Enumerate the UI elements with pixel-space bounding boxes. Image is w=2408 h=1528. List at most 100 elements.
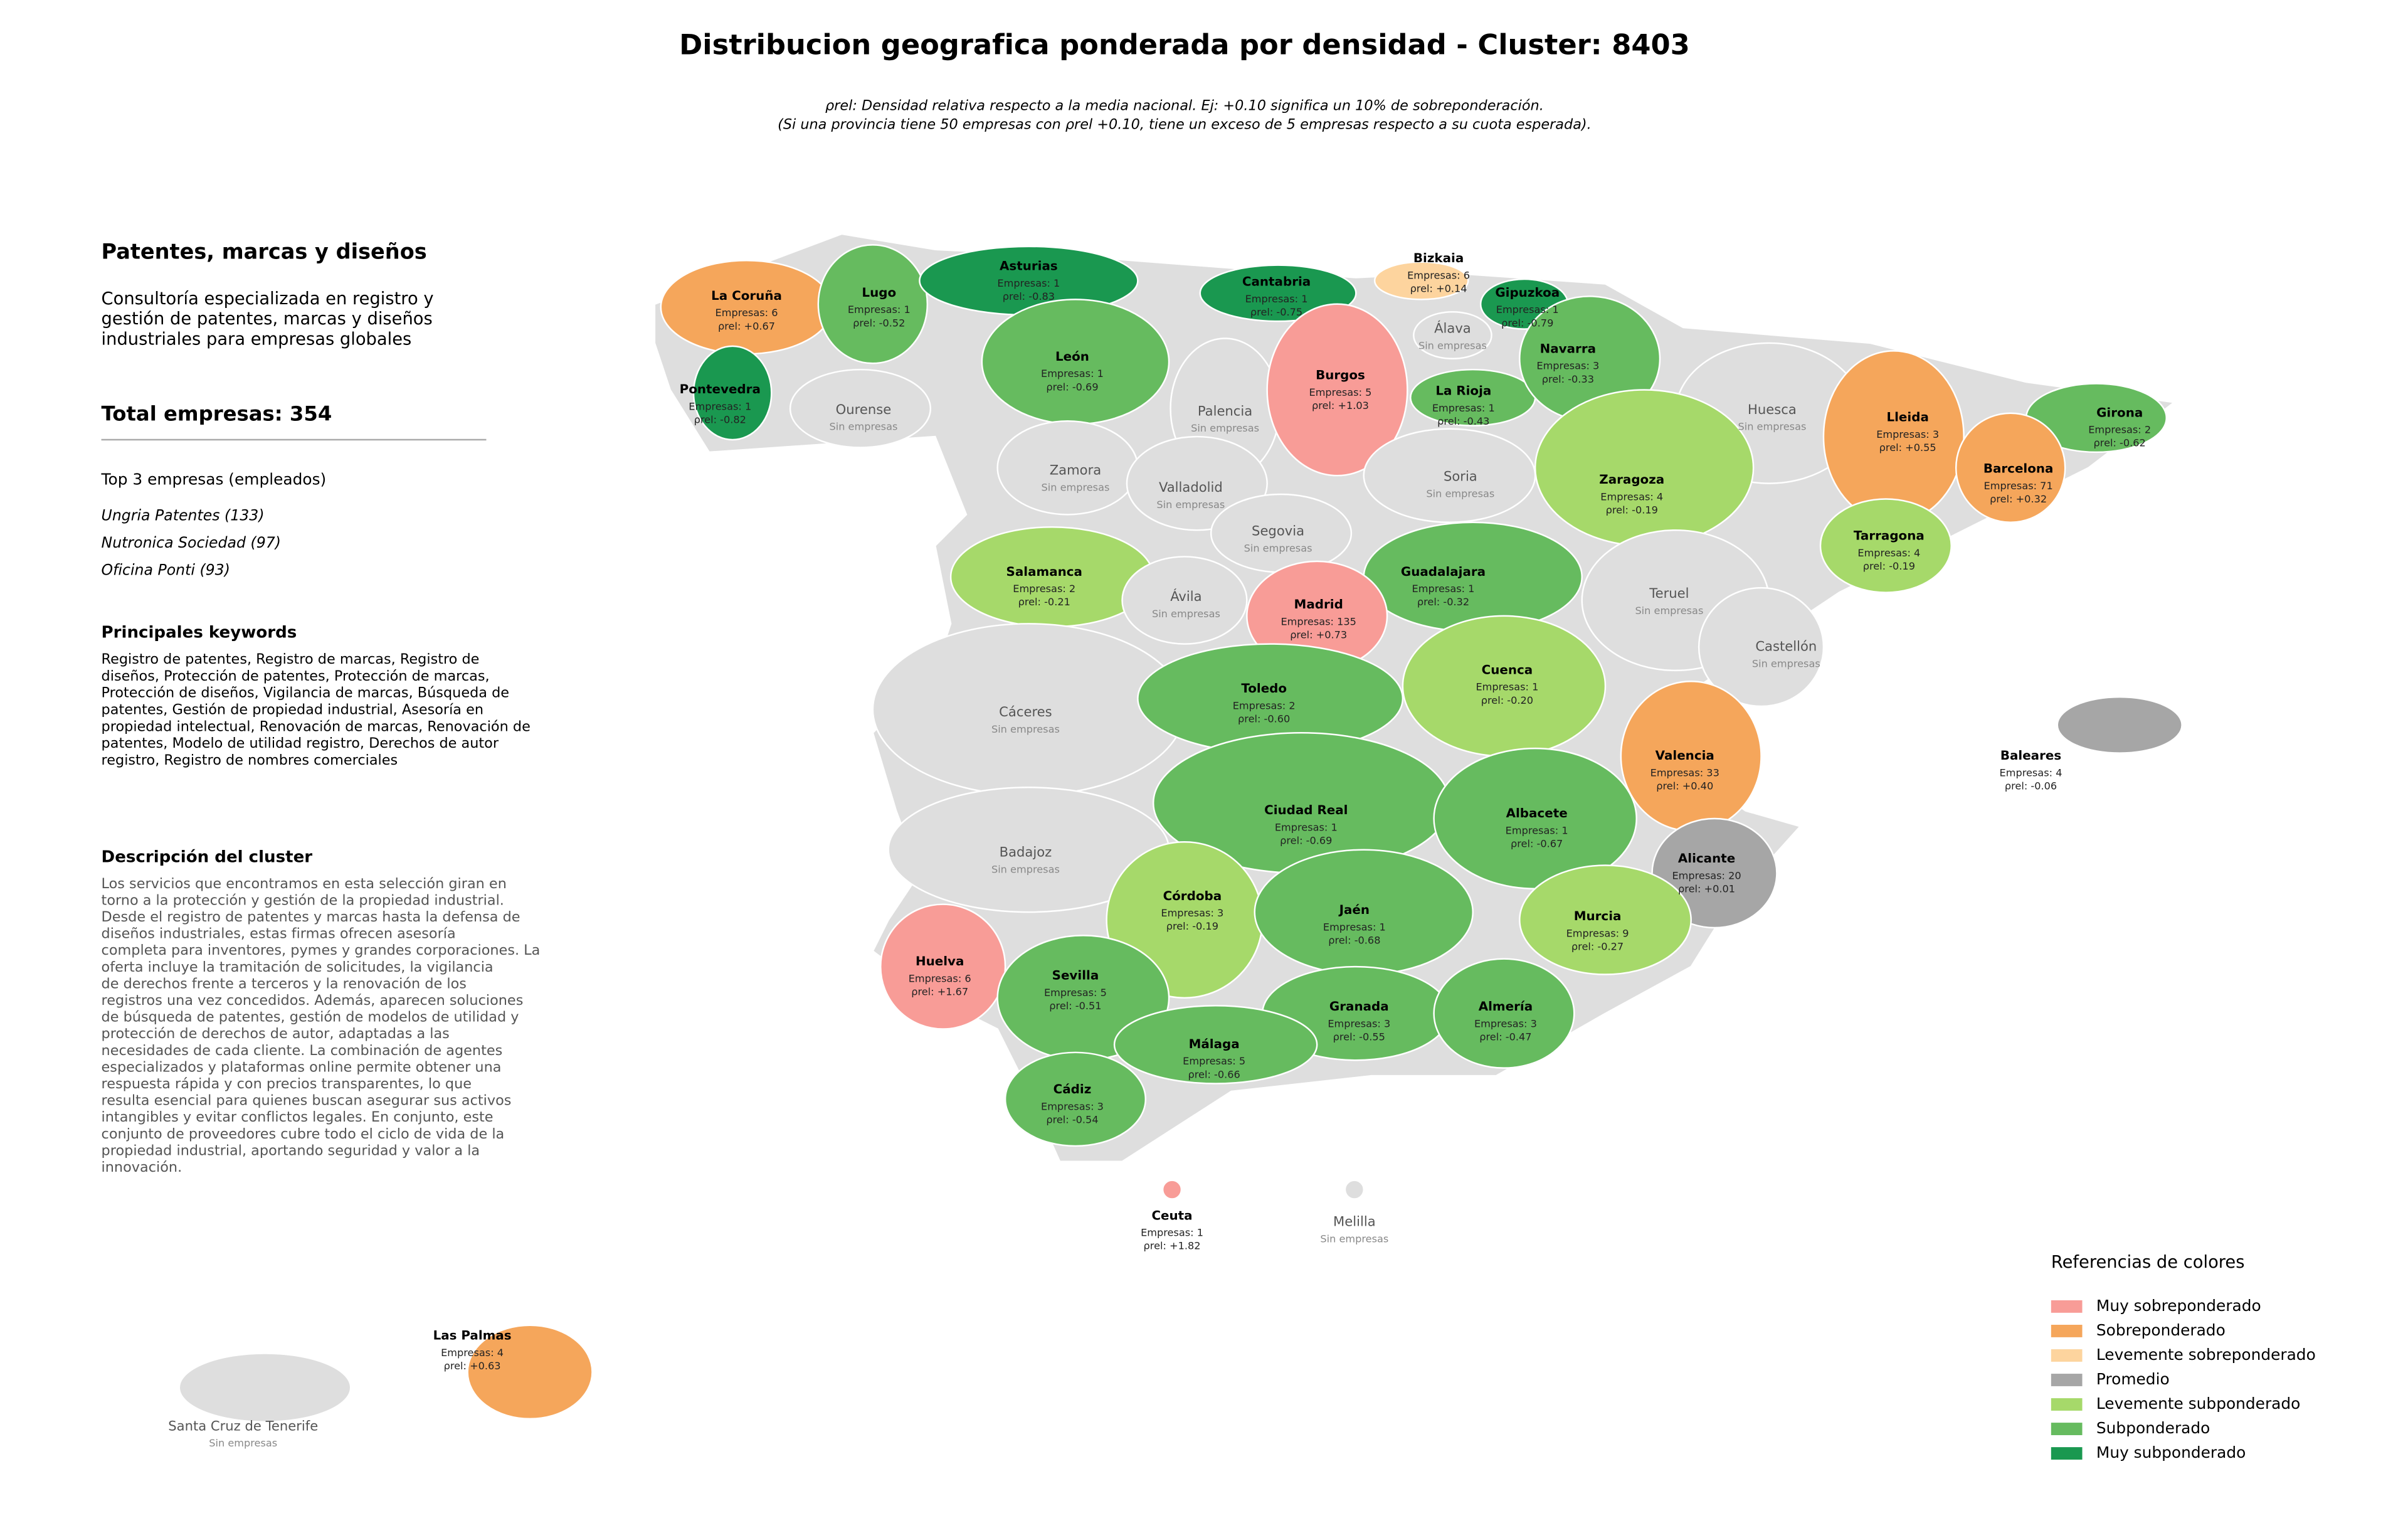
province-name: Burgos (1316, 368, 1365, 383)
sidebar-description: Consultoría especializada en registro y (102, 289, 434, 309)
legend-swatch (2051, 1374, 2083, 1386)
province-name: Sevilla (1052, 968, 1099, 983)
province-detail: Empresas: 1 (1323, 921, 1386, 933)
province-detail: Sin empresas (1152, 608, 1220, 620)
province-shape (1373, 261, 1469, 300)
province-name: Cáceres (999, 704, 1052, 719)
legend-title: Referencias de colores (2051, 1253, 2245, 1272)
province-name: Lugo (862, 285, 896, 300)
cluster-line: Los servicios que encontramos en esta se… (102, 876, 507, 892)
province-detail: ρrel: -0.66 (1188, 1068, 1240, 1080)
cluster-line: Desde el registro de patentes y marcas h… (102, 909, 520, 925)
province-shape (789, 368, 932, 448)
province-name: Zaragoza (1599, 472, 1664, 487)
province-detail: Sin empresas (1041, 482, 1109, 494)
province-detail: ρrel: -0.69 (1046, 381, 1098, 393)
legend-label: Promedio (2096, 1370, 2170, 1388)
province-name: Guadalajara (1401, 565, 1486, 579)
province-detail: Empresas: 33 (1650, 767, 1719, 778)
province-name: Álava (1434, 321, 1471, 336)
province-detail: Empresas: 5 (1183, 1055, 1245, 1067)
province-detail: Empresas: 1 (1412, 583, 1475, 595)
cluster-line: de derechos frente a terceros y la renov… (102, 975, 467, 992)
province-detail: Empresas: 20 (1672, 869, 1741, 881)
province-name: La Rioja (1435, 383, 1491, 398)
keywords-line: patentes, Modelo de utilidad registro, D… (102, 735, 499, 751)
cluster-line: torno a la protección y gestión de la pr… (102, 892, 504, 908)
province-name: Badajoz (1000, 844, 1052, 860)
province-detail: Empresas: 1 (997, 277, 1060, 289)
province-shape (1955, 412, 2066, 523)
province-name: Valladolid (1159, 479, 1223, 495)
province-detail: ρrel: -0.68 (1328, 935, 1380, 947)
province-detail: ρrel: -0.19 (1863, 560, 1915, 572)
province-detail: Empresas: 4 (1600, 491, 1663, 502)
map-title: Distribucion geografica ponderada por de… (679, 28, 1690, 61)
province-detail: Empresas: 1 (1141, 1227, 1203, 1239)
province-name: Huesca (1748, 401, 1797, 417)
province-detail: ρrel: -0.43 (1437, 415, 1489, 427)
province-name: Granada (1329, 999, 1389, 1014)
province-detail: ρrel: -0.51 (1049, 1000, 1101, 1012)
province-detail: Empresas: 1 (1245, 293, 1308, 305)
province-name: Barcelona (1983, 462, 2054, 476)
province-name: Santa Cruz de Tenerife (168, 1418, 318, 1433)
province-detail: Empresas: 4 (441, 1347, 504, 1359)
province-name: Málaga (1189, 1037, 1240, 1051)
province-detail: Empresas: 1 (689, 400, 751, 412)
province-detail: ρrel: -0.69 (1280, 835, 1332, 847)
province-name: Pontevedra (680, 382, 761, 396)
province-detail: ρrel: +0.14 (1410, 283, 1467, 295)
total-companies: Total empresas: 354 (102, 401, 332, 425)
keywords-line: patentes, Gestión de propiedad industria… (102, 702, 484, 718)
legend-label: Levemente sobreponderado (2096, 1345, 2316, 1364)
province-detail: Empresas: 3 (1328, 1018, 1390, 1030)
cluster-line: completa para inventores, pymes y grande… (102, 942, 541, 958)
province-name: Valencia (1656, 748, 1714, 763)
province-detail: ρrel: -0.60 (1238, 713, 1290, 725)
province-name: Soria (1444, 469, 1477, 484)
legend-label: Muy subponderado (2096, 1443, 2246, 1462)
province-detail: ρrel: -0.82 (694, 413, 746, 425)
province-shape (1004, 1051, 1147, 1147)
cluster-line: protección de derechos de autor, adaptad… (102, 1026, 450, 1042)
province-name: Tarragona (1854, 529, 1925, 543)
province-shape (1819, 498, 1953, 593)
top-company: Nutronica Sociedad (97) (102, 534, 281, 551)
province-detail: Empresas: 3 (1041, 1100, 1104, 1112)
province-detail: ρrel: -0.06 (2005, 780, 2057, 792)
province-shape (2056, 696, 2183, 754)
provinces-layer (178, 244, 2183, 1423)
province-detail: Sin empresas (1191, 422, 1259, 434)
keywords-heading: Principales keywords (102, 623, 297, 642)
province-name: Albacete (1506, 806, 1568, 820)
top-heading: Top 3 empresas (empleados) (101, 470, 327, 489)
keywords-line: diseños, Protección de patentes, Protecc… (102, 668, 490, 684)
province-detail: ρrel: -0.52 (853, 317, 905, 329)
cluster-line: especializados y plataformas online perm… (102, 1059, 502, 1075)
province-name: Baleares (2000, 748, 2061, 763)
province-detail: Sin empresas (829, 421, 897, 433)
province-detail: Empresas: 1 (1506, 824, 1568, 836)
cluster-heading: Descripción del cluster (102, 848, 313, 867)
province-detail: ρrel: -0.54 (1046, 1113, 1098, 1125)
province-detail: ρrel: +0.73 (1290, 629, 1347, 640)
cluster-line: propiedad industrial, aportando segurida… (102, 1142, 480, 1159)
province-name: Murcia (1574, 909, 1622, 923)
province-detail: ρrel: +0.63 (444, 1360, 501, 1372)
province-shape (817, 244, 929, 364)
province-detail: Empresas: 6 (1407, 270, 1470, 282)
province-shape (467, 1324, 593, 1420)
cluster-line: registros una vez concedidos. Además, ap… (102, 992, 524, 1009)
province-detail: ρrel: +1.67 (911, 986, 968, 998)
province-shape (1698, 586, 1825, 708)
sidebar-description: gestión de patentes, marcas y diseños (102, 309, 433, 329)
province-name: Salamanca (1006, 565, 1082, 579)
subtitle-line: (Si una provincia tiene 50 empresas con … (778, 116, 1592, 132)
province-detail: Empresas: 1 (1496, 304, 1559, 316)
province-shape (1344, 1179, 1365, 1200)
province-detail: ρrel: -0.83 (1003, 290, 1055, 302)
top-company: Ungria Patentes (133) (102, 506, 265, 524)
province-shape (1266, 303, 1408, 477)
